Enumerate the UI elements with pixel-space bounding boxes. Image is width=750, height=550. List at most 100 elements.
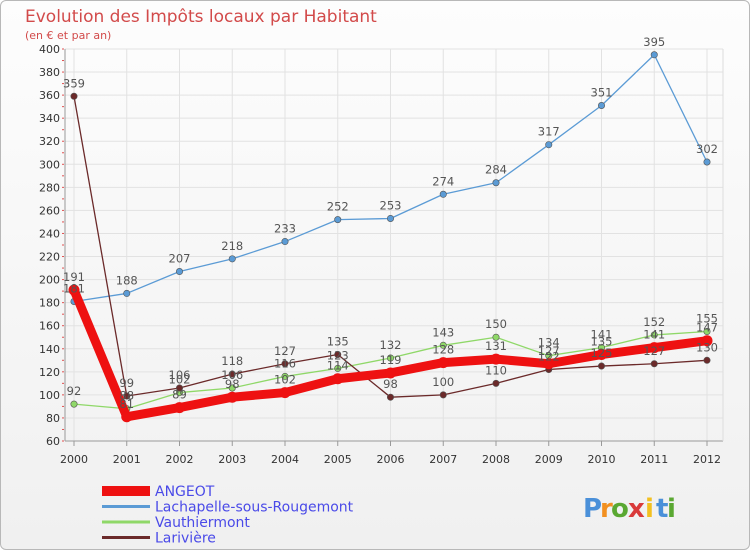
data-label: 106 <box>169 368 191 382</box>
data-label: 284 <box>485 163 507 177</box>
x-tick-label: 2001 <box>113 453 141 466</box>
data-point <box>174 402 185 414</box>
data-label: 135 <box>327 335 349 349</box>
data-point <box>439 341 447 349</box>
y-tick-label: 260 <box>39 204 60 217</box>
data-label: 274 <box>432 174 454 188</box>
y-tick-label: 60 <box>46 435 60 448</box>
data-label: 395 <box>643 35 665 49</box>
data-label: 253 <box>380 198 402 212</box>
logo-letter: P <box>583 494 602 524</box>
x-tick-label: 2011 <box>640 453 668 466</box>
data-point <box>437 357 449 369</box>
data-point <box>597 362 605 370</box>
logo-letter: t <box>656 494 668 524</box>
data-label: 88 <box>119 389 134 403</box>
legend-label: Vauthiermont <box>155 515 250 531</box>
data-point <box>334 364 342 372</box>
data-label: 98 <box>225 377 240 391</box>
data-point <box>703 158 711 166</box>
data-label: 99 <box>119 376 134 390</box>
data-label: 89 <box>172 388 187 402</box>
data-label: 102 <box>274 373 296 387</box>
legend-label: ANGEOT <box>155 484 215 500</box>
data-point <box>648 342 660 354</box>
data-label: 100 <box>432 375 454 389</box>
data-label: 134 <box>538 336 560 350</box>
data-point <box>281 238 289 246</box>
x-tick-label: 2012 <box>693 453 721 466</box>
logo-letter: x <box>628 494 645 524</box>
data-point <box>439 190 447 198</box>
data-point <box>228 384 236 392</box>
data-label: 122 <box>538 350 560 364</box>
x-tick-label: 2005 <box>324 453 352 466</box>
data-label: 127 <box>538 344 560 358</box>
x-tick-label: 2010 <box>588 453 616 466</box>
data-point <box>226 391 238 403</box>
data-point <box>492 379 500 387</box>
y-tick-label: 80 <box>46 412 60 425</box>
data-point <box>228 370 236 378</box>
logo-letter: o <box>611 494 629 524</box>
y-tick-label: 400 <box>39 43 60 56</box>
data-label: 181 <box>63 281 85 295</box>
y-tick-label: 240 <box>39 227 60 240</box>
x-tick-label: 2006 <box>377 453 405 466</box>
series-larivière <box>70 92 711 401</box>
data-point <box>68 284 80 296</box>
data-point <box>70 400 78 408</box>
data-label: 128 <box>432 343 454 357</box>
x-tick-label: 2000 <box>60 453 88 466</box>
data-label: 191 <box>63 270 85 284</box>
data-point <box>386 354 394 362</box>
data-point <box>543 358 555 370</box>
series-lachapelle-sous-rougemont <box>70 51 711 305</box>
data-point <box>385 367 396 379</box>
data-point <box>490 353 502 365</box>
logo-letter: r <box>600 494 613 524</box>
x-tick-label: 2009 <box>535 453 563 466</box>
y-axis-ticks: 400 380 360 340 320 300 280 260 240 220 200 180 160 1… <box>39 43 60 448</box>
y-tick-label: 140 <box>39 343 60 356</box>
data-label: 207 <box>169 252 191 266</box>
data-point <box>70 92 78 100</box>
logo-letter: i <box>645 494 654 524</box>
y-tick-label: 200 <box>39 274 60 287</box>
y-tick-label: 280 <box>39 181 60 194</box>
chart-subtitle: (en € et par an) <box>25 29 111 42</box>
data-label: 131 <box>485 339 507 353</box>
data-point <box>703 356 711 364</box>
data-point <box>332 373 344 385</box>
data-label: 147 <box>696 321 718 335</box>
chart-title: Evolution des Impôts locaux par Habitant <box>25 7 377 27</box>
data-point <box>545 141 553 149</box>
data-label: 218 <box>221 239 243 253</box>
data-point <box>650 360 658 368</box>
data-point <box>228 255 236 263</box>
data-label: 127 <box>643 344 665 358</box>
x-tick-label: 2008 <box>482 453 510 466</box>
x-tick-label: 2004 <box>271 453 299 466</box>
legend-label: Larivière <box>155 531 216 547</box>
data-point <box>439 391 447 399</box>
data-point <box>597 101 605 109</box>
logo-letter: i <box>667 494 676 524</box>
data-point <box>279 387 291 399</box>
data-label: 119 <box>380 353 402 367</box>
data-label: 114 <box>327 359 349 373</box>
data-label: 188 <box>116 273 138 287</box>
data-point <box>701 335 713 347</box>
data-point <box>492 179 500 187</box>
y-tick-label: 380 <box>39 66 60 79</box>
data-point <box>281 372 289 380</box>
data-label: 317 <box>538 125 560 139</box>
y-tick-label: 320 <box>39 135 60 148</box>
data-label: 302 <box>696 142 718 156</box>
data-label: 150 <box>485 317 507 331</box>
data-label: 92 <box>67 384 82 398</box>
data-label: 98 <box>383 377 398 391</box>
data-point <box>492 333 500 341</box>
